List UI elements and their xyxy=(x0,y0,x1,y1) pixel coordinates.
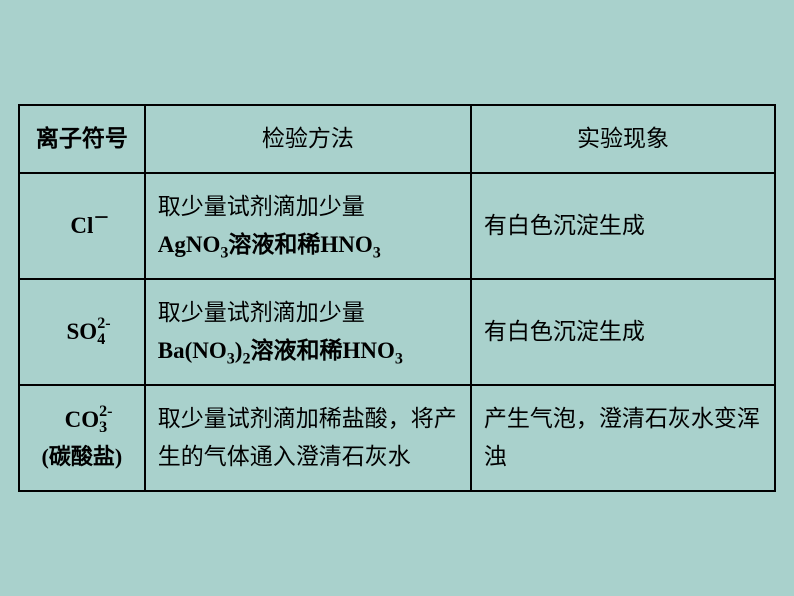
table-body: Cl－取少量试剂滴加少量AgNO3溶液和稀HNO3有白色沉淀生成SO42-取少量… xyxy=(19,173,775,491)
table-row: SO42-取少量试剂滴加少量Ba(NO3)2溶液和稀HNO3有白色沉淀生成 xyxy=(19,279,775,385)
table-header-row: 离子符号 检验方法 实验现象 xyxy=(19,105,775,173)
method-cell: 取少量试剂滴加少量Ba(NO3)2溶液和稀HNO3 xyxy=(145,279,471,385)
table-row: CO32-(碳酸盐)取少量试剂滴加稀盐酸，将产生的气体通入澄清石灰水产生气泡，澄… xyxy=(19,385,775,491)
method-cell: 取少量试剂滴加稀盐酸，将产生的气体通入澄清石灰水 xyxy=(145,385,471,491)
table-row: Cl－取少量试剂滴加少量AgNO3溶液和稀HNO3有白色沉淀生成 xyxy=(19,173,775,279)
ion-note: (碳酸盐) xyxy=(32,439,132,475)
header-ion-symbol: 离子符号 xyxy=(19,105,145,173)
header-phenomenon: 实验现象 xyxy=(471,105,775,173)
header-method: 检验方法 xyxy=(145,105,471,173)
method-cell: 取少量试剂滴加少量AgNO3溶液和稀HNO3 xyxy=(145,173,471,279)
ion-test-table: 离子符号 检验方法 实验现象 Cl－取少量试剂滴加少量AgNO3溶液和稀HNO3… xyxy=(18,104,776,492)
ion-symbol-cell: CO32-(碳酸盐) xyxy=(19,385,145,491)
phenomenon-cell: 有白色沉淀生成 xyxy=(471,173,775,279)
ion-symbol-cell: Cl－ xyxy=(19,173,145,279)
phenomenon-cell: 产生气泡，澄清石灰水变浑浊 xyxy=(471,385,775,491)
ion-symbol-cell: SO42- xyxy=(19,279,145,385)
phenomenon-cell: 有白色沉淀生成 xyxy=(471,279,775,385)
